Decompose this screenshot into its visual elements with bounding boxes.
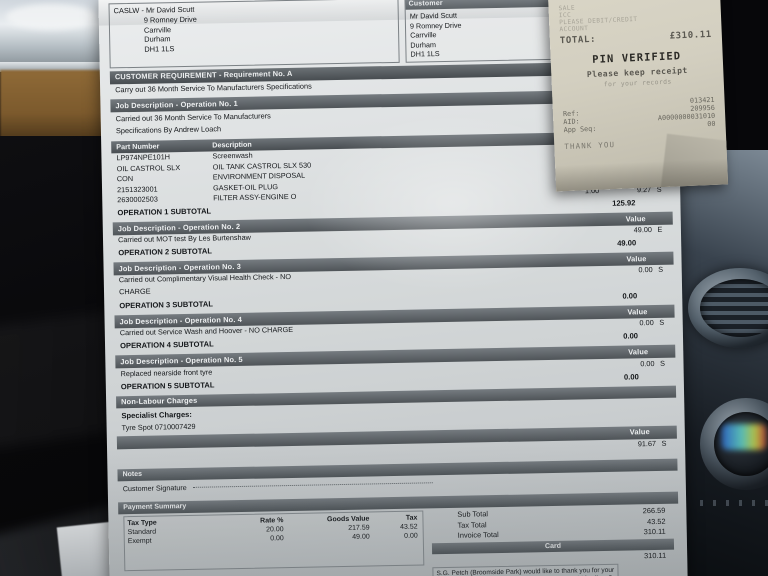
total-value: 310.11: [643, 526, 666, 537]
card-amount: 310.11: [644, 551, 667, 561]
total-label: Sub Total: [457, 509, 489, 520]
non-labour-value: 91.67: [637, 438, 657, 449]
non-labour-band-label: Non-Labour Charges: [121, 395, 198, 407]
operation-band-label: Job Description - Operation No. 4: [119, 314, 243, 327]
value-column-label: Value: [629, 427, 650, 437]
tax-amount: 0.00: [404, 532, 418, 541]
operation-value: 0.00: [638, 265, 653, 275]
operation-subtotal-label: OPERATION 2 SUBTOTAL: [118, 246, 213, 258]
value-column-label: Value: [625, 213, 646, 224]
operation-tax-code: S: [658, 265, 664, 275]
operation-subtotal-value: 0.00: [623, 331, 639, 342]
signature-line[interactable]: [192, 482, 433, 489]
tax-type: Exempt: [127, 538, 152, 546]
totals-block: Sub Total 266.59 Tax Total 43.52 Invoice…: [431, 506, 675, 566]
operation-band-label: Job Description - Operation No. 1: [115, 98, 238, 111]
operation-subtotal-value: 0.00: [623, 371, 639, 382]
value-column-label: Value: [627, 306, 648, 317]
operation-value: 49.00: [633, 225, 653, 235]
operation-subtotal-value: 0.00: [622, 291, 638, 301]
col-part-number: Part Number: [116, 141, 160, 152]
air-vent-louvres: [700, 279, 768, 337]
operation-subtotal-label: OPERATION 1 SUBTOTAL: [117, 206, 212, 218]
customer-line: DH1 1LS: [410, 49, 440, 59]
operation-band-label: Job Description - Operation No. 3: [118, 261, 242, 274]
part-number: 2630002503: [117, 194, 158, 205]
customer-address-box: Customer Mr David Scutt 9 Romney Drive C…: [404, 0, 566, 63]
operation-subtotal-label: OPERATION 3 SUBTOTAL: [119, 299, 214, 311]
customer-body: Mr David Scutt 9 Romney Drive Carrville …: [406, 7, 565, 62]
total-value: 266.59: [642, 506, 666, 516]
value-column-label: Value: [626, 253, 647, 264]
total-label: Tax Total: [457, 519, 487, 530]
operation-subtotal-label: OPERATION 5 SUBTOTAL: [120, 380, 215, 391]
card-payment-receipt: SALE ICC PLEASE DEBIT/CREDIT ACCOUNT TOT…: [547, 0, 729, 192]
specialist-charges-label: Specialist Charges:: [121, 410, 192, 421]
total-value: 43.52: [646, 516, 666, 526]
dashboard-button-row: [700, 500, 768, 506]
climate-knob-display: [722, 424, 766, 450]
operation-value: 0.00: [639, 318, 654, 328]
operation-band-label: Job Description - Operation No. 2: [117, 221, 241, 233]
operation-tax-code: S: [659, 358, 666, 368]
operation-tax-code: S: [659, 318, 665, 328]
operation-subtotal-value: 125.92: [612, 198, 636, 208]
tax-summary-table: Tax Type Rate % Goods Value Tax Standard…: [123, 510, 425, 572]
operation-tax-code: E: [657, 225, 663, 235]
value-column-label: Value: [628, 347, 649, 357]
receipt-total-label: TOTAL:: [559, 34, 597, 47]
customer-signature-label: Customer Signature: [122, 483, 187, 494]
total-label: Invoice Total: [457, 529, 499, 540]
operation-subtotal-value: 49.00: [617, 238, 637, 248]
invoice-footer: Tax Type Rate % Goods Value Tax Standard…: [118, 504, 679, 572]
operation-band-label: Job Description - Operation No. 5: [120, 354, 243, 367]
tax-rate: 0.00: [270, 535, 284, 543]
operation-value: 0.00: [640, 358, 655, 368]
operation-subtotal-label: OPERATION 4 SUBTOTAL: [119, 339, 214, 351]
tax-goods-value: 49.00: [352, 533, 370, 542]
non-labour-tax-code: S: [661, 438, 667, 448]
sky-highlight: [6, 4, 96, 30]
warranty-note: S.G. Petch (Broomside Park) would like t…: [432, 563, 620, 576]
receipt-total-amount: £310.11: [669, 29, 713, 42]
account-address-box: CASLW - Mr David Scutt 9 Romney Drive Ca…: [108, 0, 400, 69]
